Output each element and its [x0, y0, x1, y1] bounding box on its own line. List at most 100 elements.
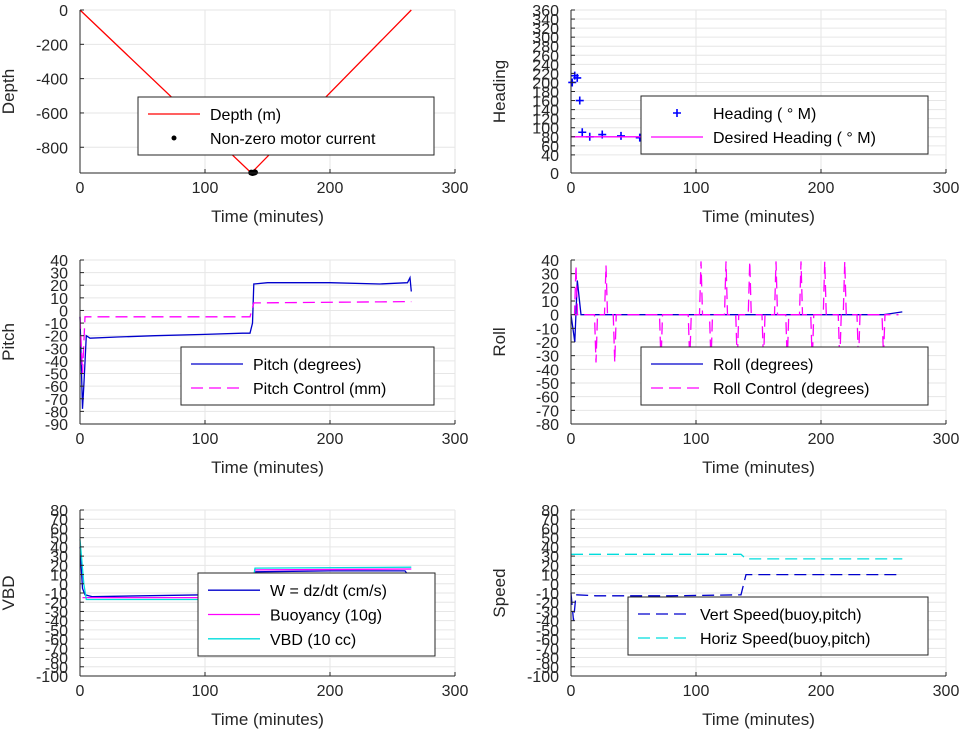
y-tick-label: -70 — [45, 641, 68, 658]
legend-box — [640, 95, 929, 155]
legend-box — [640, 346, 929, 406]
y-tick-label: -90 — [45, 417, 68, 434]
legend: Depth (m) Non-zero motor current — [137, 96, 435, 156]
legend-label: W = dz/dt (cm/s) — [270, 583, 387, 600]
y-tick-label: 40 — [541, 540, 559, 557]
y-axis-label: Pitch — [0, 323, 18, 361]
y-tick-label: 140 — [532, 103, 559, 120]
y-tick-label: -30 — [45, 341, 68, 358]
x-tick-label: 100 — [192, 431, 219, 448]
y-tick-label: 20 — [541, 558, 559, 575]
y-tick-label: -600 — [36, 106, 68, 123]
legend-label: Horiz Speed(buoy,pitch) — [700, 631, 870, 648]
y-tick-label: -50 — [536, 623, 559, 640]
y-tick-label: -60 — [536, 632, 559, 649]
data-point — [252, 169, 258, 176]
legend: Pitch (degrees) Pitch Control (mm) — [180, 346, 435, 406]
y-axis-label: VBD — [0, 576, 18, 611]
y-tick-label: 300 — [532, 30, 559, 47]
data-point — [575, 96, 584, 105]
y-tick-label: -60 — [536, 390, 559, 407]
legend-box — [627, 596, 929, 656]
legend-label: Depth (m) — [210, 107, 281, 124]
y-tick-label: 60 — [50, 521, 68, 538]
y-tick-label: 260 — [532, 48, 559, 65]
x-tick-label: 300 — [933, 683, 960, 700]
x-tick-label: 200 — [317, 180, 344, 197]
y-tick-label: 30 — [541, 267, 559, 284]
y-tick-label: 30 — [50, 266, 68, 283]
x-tick-label: 0 — [76, 431, 85, 448]
y-tick-label: 30 — [50, 549, 68, 566]
x-tick-label: 200 — [808, 180, 835, 197]
y-tick-label: -30 — [536, 604, 559, 621]
x-tick-label: 200 — [317, 431, 344, 448]
y-tick-label: -30 — [536, 349, 559, 366]
y-tick-label: 70 — [541, 512, 559, 529]
x-tick-label: 200 — [808, 683, 835, 700]
legend-label: Non-zero motor current — [210, 131, 376, 148]
x-tick-label: 0 — [567, 683, 576, 700]
series-line-speed-0 — [570, 573, 903, 621]
legend: Heading ( ° M) Desired Heading ( ° M) — [640, 95, 929, 155]
y-axis-label: Heading — [490, 60, 509, 123]
y-tick-label: 280 — [532, 39, 559, 56]
legend-label: Desired Heading ( ° M) — [713, 130, 876, 147]
y-tick-label: 20 — [541, 280, 559, 297]
x-axis-label: Time (minutes) — [211, 710, 324, 729]
x-axis-label: Time (minutes) — [702, 710, 815, 729]
y-tick-label: 10 — [541, 294, 559, 311]
y-tick-label: 360 — [532, 3, 559, 20]
legend: Roll (degrees) Roll Control (degrees) — [640, 346, 929, 406]
y-tick-label: 40 — [541, 253, 559, 270]
panel-heading: 0 100 200 300040608010012014016018020022024… — [490, 3, 959, 226]
y-tick-label: 40 — [541, 148, 559, 165]
y-tick-label: -70 — [536, 641, 559, 658]
y-tick-label: -10 — [45, 586, 68, 603]
panel-pitch: 0 100 200 300403020100-10-20-30-40-50-60-70… — [0, 253, 468, 477]
legend-marker — [673, 109, 681, 117]
y-tick-label: -100 — [527, 669, 559, 686]
y-tick-label: 320 — [532, 21, 559, 38]
y-tick-label: 240 — [532, 57, 559, 74]
y-tick-label: 40 — [50, 540, 68, 557]
panel-vbd: 0 100 200 30080706050403020100-10-20-30-40-… — [0, 503, 468, 729]
data-point — [573, 73, 582, 82]
y-tick-label: 100 — [532, 121, 559, 138]
series-line-pitch-0 — [79, 275, 412, 409]
y-tick-label: -70 — [45, 392, 68, 409]
series-line-vbd-2 — [79, 539, 412, 601]
y-tick-label: 0 — [550, 308, 559, 325]
y-tick-label: -20 — [536, 335, 559, 352]
y-tick-label: 200 — [532, 75, 559, 92]
y-tick-label: 50 — [50, 531, 68, 548]
y-tick-label: -10 — [536, 321, 559, 338]
y-tick-label: -40 — [45, 614, 68, 631]
y-tick-label: -80 — [536, 651, 559, 668]
y-tick-label: 80 — [541, 130, 559, 147]
x-axis-label: Time (minutes) — [211, 458, 324, 477]
y-tick-label: -20 — [536, 595, 559, 612]
y-axis-label: Speed — [490, 568, 509, 617]
x-axis-label: Time (minutes) — [702, 207, 815, 226]
y-tick-label: -50 — [45, 367, 68, 384]
y-axis-label: Depth — [0, 69, 18, 114]
y-tick-label: -60 — [45, 632, 68, 649]
y-tick-label: 80 — [50, 503, 68, 520]
y-tick-label: -70 — [536, 403, 559, 420]
y-tick-label: 10 — [50, 568, 68, 585]
y-tick-label: 0 — [59, 3, 68, 20]
legend-label: VBD (10 cc) — [270, 632, 356, 649]
y-tick-label: -400 — [36, 72, 68, 89]
y-axis-label: Roll — [490, 327, 509, 356]
legend-box — [180, 346, 435, 406]
series-line-pitch-1 — [79, 300, 412, 374]
x-tick-label: 0 — [567, 180, 576, 197]
legend-label: Roll Control (degrees) — [713, 381, 870, 398]
y-tick-label: -100 — [36, 669, 68, 686]
y-tick-label: -20 — [45, 595, 68, 612]
x-tick-label: 0 — [76, 683, 85, 700]
x-tick-label: 100 — [683, 683, 710, 700]
legend-label: Vert Speed(buoy,pitch) — [700, 607, 862, 624]
y-tick-label: -20 — [45, 329, 68, 346]
